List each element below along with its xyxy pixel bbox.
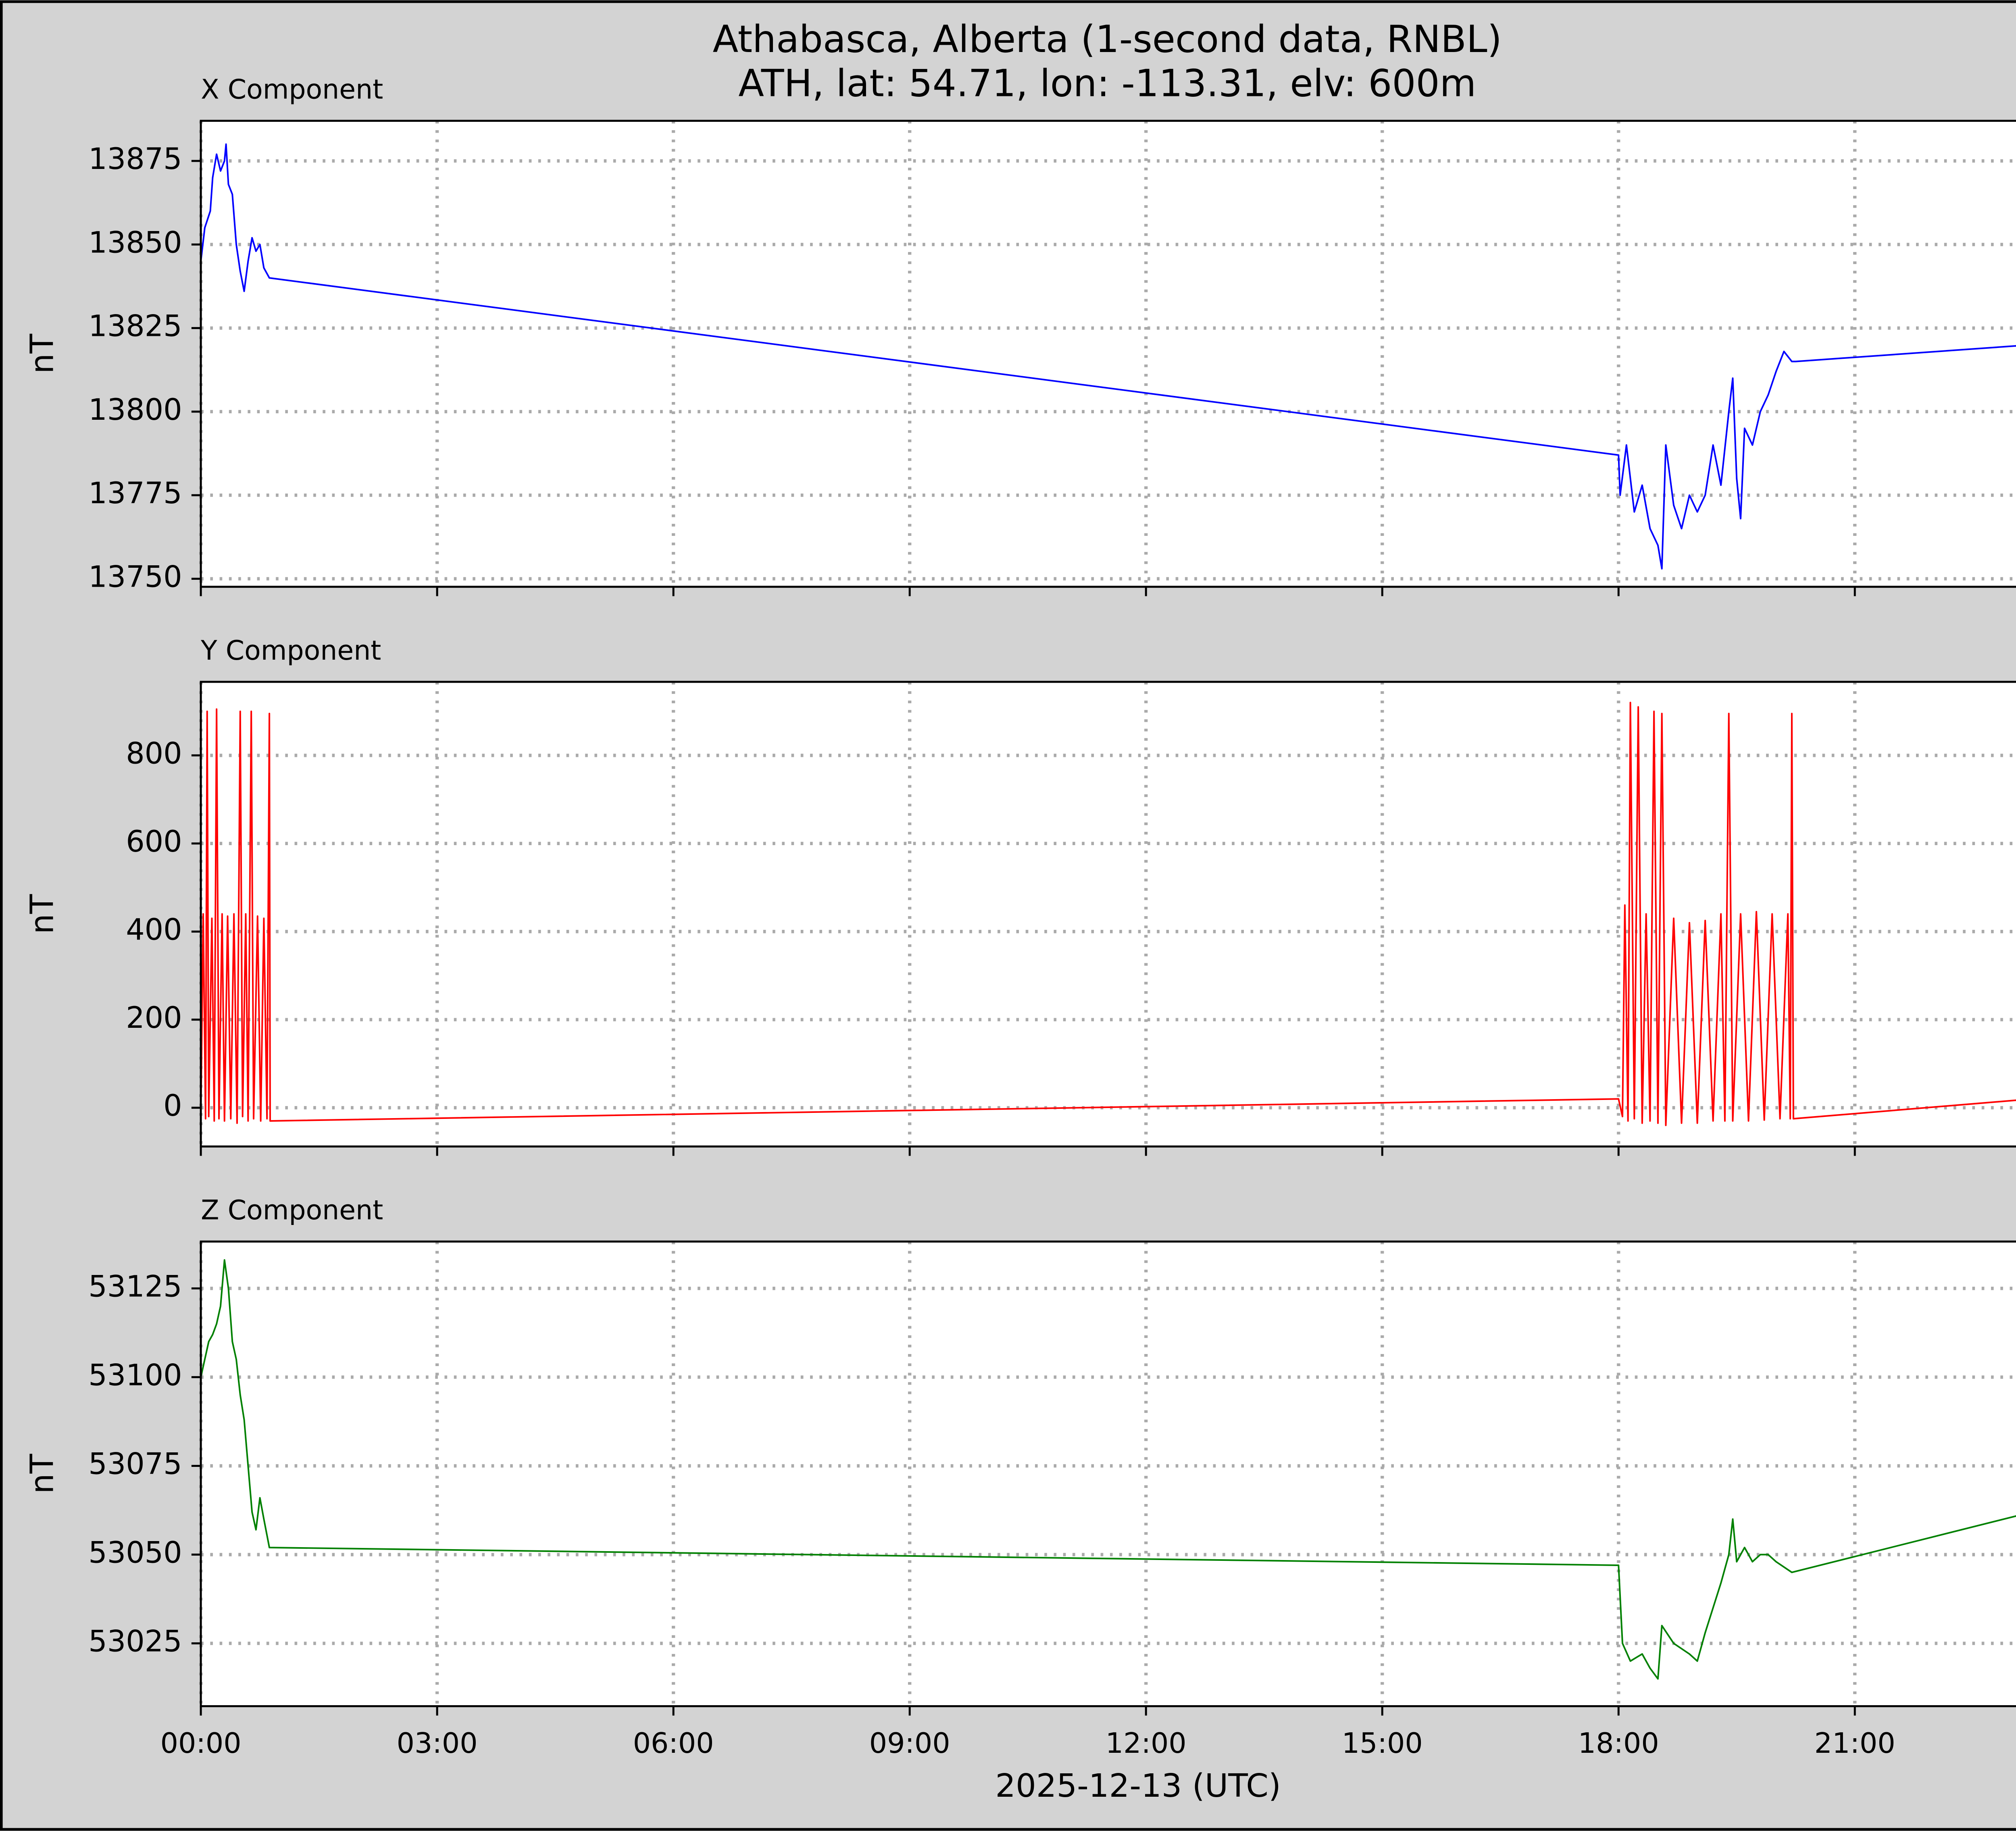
y-tick-label: 13875 <box>88 142 182 176</box>
y-tick-label: 0 <box>163 1089 182 1123</box>
y-tick-label: 600 <box>126 825 182 859</box>
y-tick-label: 13800 <box>88 393 182 427</box>
y-tick-label: 53050 <box>88 1536 182 1570</box>
data-line <box>200 143 2016 570</box>
y-tick-label: 53100 <box>88 1358 182 1392</box>
y-tick-label: 800 <box>126 736 182 771</box>
plot-frame <box>200 1240 2016 1707</box>
x-tick-label: 00:00 <box>160 1727 242 1760</box>
panel-title: Z Component <box>201 1194 383 1226</box>
x-tick-label: 18:00 <box>1578 1727 1659 1760</box>
plot-frame <box>200 120 2016 588</box>
y-tick-label: 53025 <box>88 1625 182 1659</box>
plot-area <box>201 121 2016 587</box>
y-axis-label: nT <box>23 334 61 374</box>
x-tick-label: 21:00 <box>1814 1727 1895 1760</box>
y-tick-label: 53125 <box>88 1269 182 1304</box>
y-tick-label: 53075 <box>88 1447 182 1481</box>
x-tick-label: 12:00 <box>1106 1727 1187 1760</box>
y-axis-label: nT <box>23 894 61 934</box>
y-tick-label: 400 <box>126 912 182 947</box>
x-axis-label: 2025-12-13 (UTC) <box>995 1767 1281 1804</box>
x-tick-label: 15:00 <box>1342 1727 1423 1760</box>
plot-frame <box>200 681 2016 1148</box>
plot-area <box>201 1241 2016 1706</box>
figure-title: Athabasca, Alberta (1-second data, RNBL) <box>713 17 1502 61</box>
y-tick-label: 13850 <box>88 225 182 260</box>
figure-subtitle: ATH, lat: 54.71, lon: -113.31, elv: 600m <box>738 62 1476 105</box>
y-tick-label: 13750 <box>88 560 182 594</box>
panel-title: X Component <box>201 74 383 105</box>
y-axis-label: nT <box>23 1454 61 1494</box>
x-tick-label: 06:00 <box>633 1727 714 1760</box>
panel-title: Y Component <box>200 635 381 666</box>
data-line <box>200 1259 2016 1680</box>
y-tick-label: 13825 <box>88 309 182 344</box>
y-tick-label: 200 <box>126 1001 182 1035</box>
x-tick-label: 03:00 <box>397 1727 478 1760</box>
plot-area <box>201 682 2016 1147</box>
y-tick-label: 13775 <box>88 476 182 510</box>
x-tick-label: 09:00 <box>869 1727 950 1760</box>
data-line <box>200 702 2016 1126</box>
